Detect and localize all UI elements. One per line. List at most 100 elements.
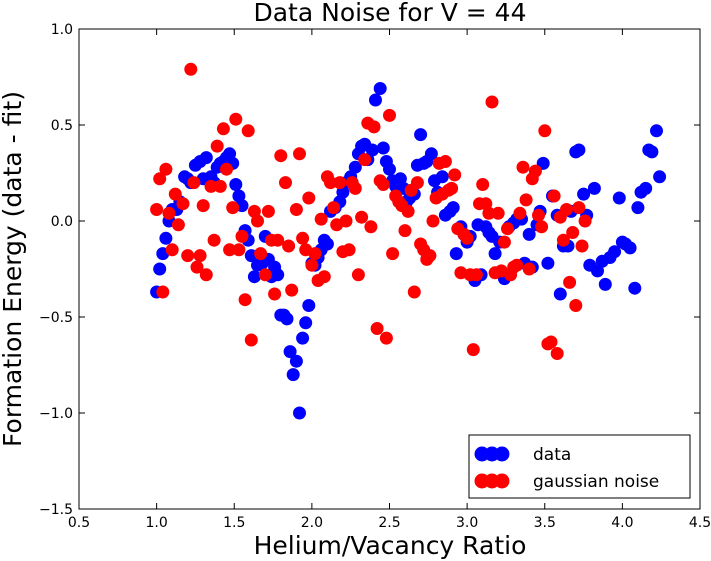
gaussian-noise-point-37 (271, 233, 285, 247)
data-point-81 (424, 147, 438, 161)
data-point-124 (587, 181, 601, 195)
data-point-115 (553, 287, 567, 301)
gaussian-noise-point-8 (176, 197, 190, 211)
gaussian-noise-point-36 (268, 287, 282, 301)
gaussian-noise-point-18 (210, 139, 224, 153)
gaussian-noise-point-29 (244, 333, 258, 347)
gaussian-noise-point-51 (317, 270, 331, 284)
data-point-134 (628, 281, 642, 295)
data-point-46 (302, 299, 316, 312)
gaussian-noise-point-71 (379, 331, 393, 345)
data-point-66 (373, 82, 387, 95)
data-point-112 (541, 256, 555, 270)
gaussian-noise-point-10 (184, 62, 198, 76)
data-point-69 (383, 162, 396, 176)
gaussian-noise-point-6 (168, 187, 182, 201)
gaussian-noise-point-32 (254, 247, 268, 261)
chart-title: Data Noise for V = 44 (253, 0, 526, 27)
gaussian-noise-point-23 (226, 201, 240, 215)
gaussian-noise-point-68 (370, 322, 384, 335)
gaussian-noise-point-129 (560, 203, 573, 216)
gaussian-noise-point-125 (547, 189, 561, 203)
gaussian-noise-point-64 (358, 153, 372, 167)
gaussian-noise-point-44 (296, 231, 310, 245)
y-tick-label: 0.0 (51, 214, 73, 230)
legend-marker-data (474, 446, 510, 462)
gaussian-noise-point-128 (556, 233, 570, 247)
gaussian-noise-point-122 (538, 124, 552, 138)
data-point-127 (598, 277, 612, 291)
data-point-78 (414, 128, 428, 142)
gaussian-noise-point-102 (476, 178, 490, 191)
data-point-52 (320, 237, 334, 251)
data-point-88 (449, 247, 463, 261)
gaussian-noise-point-38 (274, 149, 288, 163)
gaussian-noise-point-59 (342, 243, 356, 257)
x-tick-label: 3.0 (456, 515, 478, 531)
gaussian-noise-point-34 (261, 204, 275, 218)
data-point-40 (283, 345, 297, 359)
data-point-139 (645, 145, 659, 159)
gaussian-noise-point-119 (528, 164, 542, 178)
gaussian-noise-point-0 (150, 203, 164, 216)
x-tick-label: 1.0 (145, 515, 167, 531)
data-point-36 (271, 268, 285, 282)
data-point-99 (488, 247, 502, 261)
data-point-133 (623, 241, 637, 255)
gaussian-noise-point-61 (348, 181, 362, 195)
gaussian-noise-point-97 (460, 231, 474, 245)
gaussian-noise-point-85 (423, 249, 437, 263)
gaussian-noise-point-90 (438, 155, 452, 168)
data-point-84 (435, 170, 449, 184)
data-point-44 (296, 331, 310, 345)
x-tick-label: 4.0 (611, 515, 633, 531)
gaussian-noise-point-58 (339, 214, 353, 228)
data-point-137 (639, 181, 653, 195)
gaussian-noise-point-130 (563, 275, 577, 289)
gaussian-noise-point-46 (302, 191, 316, 205)
x-tick-label: 3.5 (534, 515, 556, 531)
gaussian-noise-point-114 (513, 206, 527, 220)
data-point-1 (153, 262, 167, 276)
gaussian-noise-point-62 (351, 268, 365, 282)
gaussian-noise-point-39 (279, 176, 292, 190)
legend-box (468, 434, 691, 499)
x-axis-title: Helium/Vacancy Ratio (254, 531, 527, 560)
gaussian-noise-point-105 (485, 95, 499, 109)
data-point-120 (572, 143, 586, 157)
gaussian-noise-point-99 (466, 343, 480, 357)
data-point-87 (446, 201, 460, 215)
gaussian-noise-point-135 (578, 214, 592, 228)
gaussian-noise-point-21 (220, 162, 233, 176)
gaussian-noise-point-15 (199, 268, 213, 282)
gaussian-noise-point-7 (171, 218, 185, 232)
legend: data gaussian noise (468, 434, 691, 499)
gaussian-noise-point-5 (165, 243, 179, 257)
x-tick-label: 4.5 (689, 515, 711, 531)
gaussian-noise-point-66 (364, 220, 378, 234)
gaussian-noise-point-80 (407, 285, 421, 299)
points-layer (150, 62, 667, 420)
legend-marker-gaussian-noise (474, 473, 510, 489)
gaussian-noise-point-25 (232, 243, 246, 257)
gaussian-noise-point-116 (519, 193, 533, 207)
gaussian-noise-point-73 (386, 247, 400, 261)
data-point-135 (631, 201, 645, 215)
gaussian-noise-point-43 (293, 147, 306, 161)
x-tick-label: 0.5 (68, 515, 90, 531)
gaussian-noise-point-72 (383, 108, 396, 122)
gaussian-noise-point-42 (289, 203, 303, 216)
data-point-14 (199, 151, 213, 165)
gaussian-noise-point-50 (314, 212, 328, 226)
gaussian-noise-point-107 (491, 206, 505, 220)
gaussian-noise-point-4 (162, 206, 176, 220)
data-point-39 (280, 312, 294, 326)
gaussian-noise-point-115 (516, 160, 530, 174)
gaussian-noise-point-33 (258, 268, 272, 282)
gaussian-noise-point-14 (196, 199, 210, 213)
gaussian-noise-point-100 (469, 268, 483, 282)
legend-label-gaussian-noise: gaussian noise (533, 472, 659, 492)
gaussian-noise-point-26 (235, 229, 249, 243)
gaussian-noise-point-81 (410, 176, 424, 190)
